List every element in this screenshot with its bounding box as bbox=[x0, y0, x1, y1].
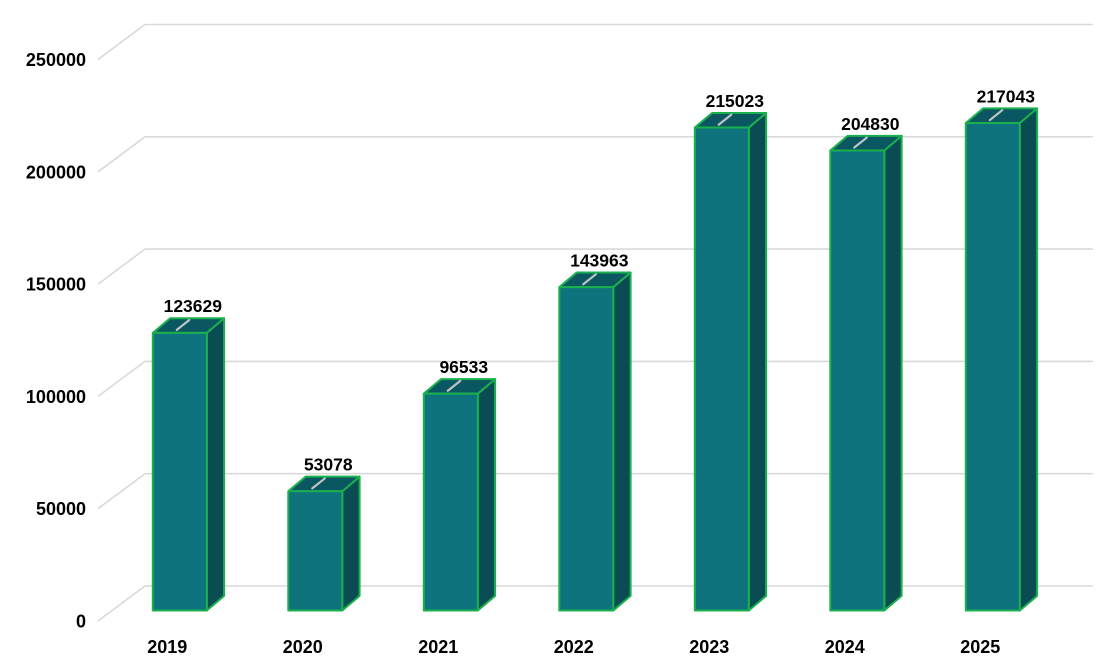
gridline bbox=[97, 248, 1093, 285]
bar-2023 bbox=[693, 111, 768, 612]
bar-side-face bbox=[205, 317, 226, 612]
bar-side-face bbox=[341, 475, 361, 612]
data-label-2023: 215023 bbox=[706, 91, 765, 111]
bar-front-face bbox=[151, 331, 208, 612]
gridline bbox=[97, 360, 1093, 398]
gridline bbox=[97, 136, 1093, 173]
bar-top-highlight bbox=[988, 109, 1004, 122]
data-label-2025: 217043 bbox=[977, 86, 1036, 106]
gridline bbox=[97, 472, 1093, 510]
data-label-2022: 143963 bbox=[570, 251, 629, 271]
bar-side-face bbox=[883, 134, 903, 612]
y-tick-label: 50000 bbox=[36, 499, 86, 519]
bar-top-highlight bbox=[717, 113, 733, 126]
bar-front-face bbox=[422, 392, 479, 612]
y-tick-label: 200000 bbox=[26, 162, 86, 182]
bar-2025 bbox=[964, 107, 1039, 612]
bar-side-face bbox=[612, 271, 632, 612]
bar-front-face bbox=[287, 490, 344, 612]
x-tick-label-2025: 2025 bbox=[960, 637, 1000, 657]
bar-top-highlight bbox=[175, 318, 191, 332]
x-tick-label-2021: 2021 bbox=[418, 637, 458, 657]
labels-layer: 0 50000 100000 150000 200000 250000 123629 2019… bbox=[26, 50, 1035, 657]
bar-top-highlight bbox=[311, 477, 326, 490]
bar-top-highlight bbox=[582, 273, 597, 286]
bar-front-face bbox=[964, 122, 1021, 612]
bar-2021 bbox=[422, 378, 497, 612]
bars-layer bbox=[151, 107, 1039, 612]
y-tick-label: 250000 bbox=[26, 50, 86, 70]
x-tick-label-2020: 2020 bbox=[283, 637, 323, 657]
gridlines-layer bbox=[97, 23, 1093, 622]
bar-side-face bbox=[1018, 107, 1039, 612]
bar-front-face bbox=[829, 149, 886, 612]
y-tick-label: 0 bbox=[76, 612, 86, 632]
bar-2019 bbox=[151, 317, 226, 612]
y-tick-label: 150000 bbox=[26, 275, 86, 295]
bar-side-face bbox=[476, 378, 497, 612]
data-label-2021: 96533 bbox=[439, 357, 488, 377]
bar-2020 bbox=[287, 475, 361, 612]
y-tick-label: 100000 bbox=[26, 387, 86, 407]
bar-front-face bbox=[693, 126, 750, 612]
bar-side-face bbox=[747, 111, 768, 612]
data-label-2019: 123629 bbox=[164, 296, 223, 316]
data-label-2024: 204830 bbox=[841, 114, 900, 134]
bar-top-highlight bbox=[853, 136, 868, 149]
bar-2022 bbox=[558, 271, 632, 612]
x-tick-label-2019: 2019 bbox=[147, 637, 187, 657]
data-label-2020: 53078 bbox=[304, 455, 353, 475]
gridline bbox=[97, 585, 1093, 622]
bar-front-face bbox=[558, 286, 615, 612]
bar-top-highlight bbox=[446, 379, 462, 392]
x-tick-label-2024: 2024 bbox=[825, 637, 865, 657]
x-tick-label-2022: 2022 bbox=[554, 637, 594, 657]
gridline bbox=[97, 23, 1093, 61]
x-tick-label-2023: 2023 bbox=[689, 637, 729, 657]
bar-2024 bbox=[829, 134, 903, 612]
